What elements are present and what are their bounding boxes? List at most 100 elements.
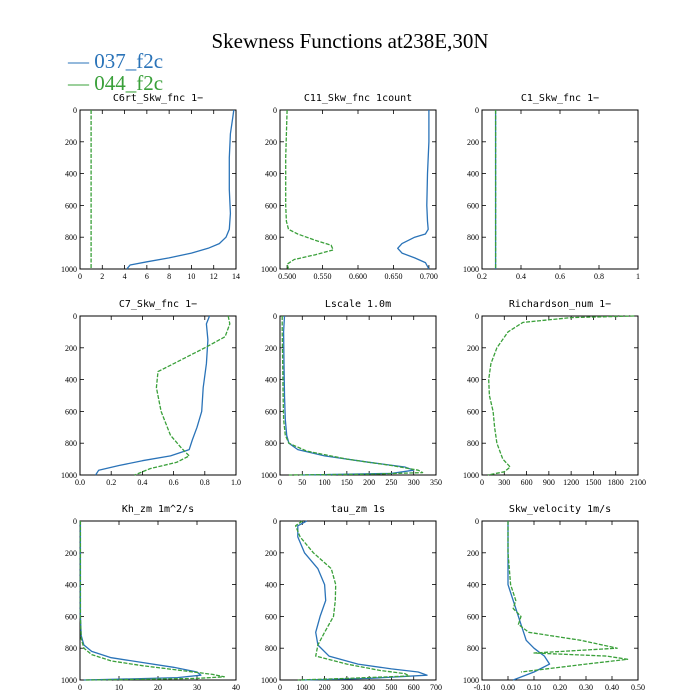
series-line-037_f2c: [397, 110, 430, 270]
y-tick-label: 1000: [261, 676, 277, 685]
x-tick-label: 10: [187, 272, 195, 281]
y-tick-label: 600: [65, 407, 77, 416]
x-tick-label: 30: [193, 683, 201, 692]
y-tick-label: 200: [265, 344, 277, 353]
y-tick-label: 200: [467, 138, 479, 147]
x-tick-label: 0.500: [278, 272, 296, 281]
x-tick-label: 0.4: [516, 272, 526, 281]
figure-title: Skewness Functions at238E,30N: [211, 29, 488, 53]
x-tick-label: 20: [154, 683, 162, 692]
series-line-044_f2c: [281, 316, 424, 476]
x-tick-label: 100: [319, 478, 331, 487]
x-tick-label: 2100: [630, 478, 646, 487]
x-tick-label: 200: [319, 683, 331, 692]
x-tick-label: 2: [100, 272, 104, 281]
y-tick-label: 600: [65, 201, 77, 210]
x-tick-label: 0: [278, 683, 282, 692]
x-tick-label: 700: [430, 683, 442, 692]
x-tick-label: 0.650: [384, 272, 402, 281]
y-tick-label: 1000: [261, 471, 277, 480]
series-line-037_f2c: [95, 315, 211, 476]
y-tick-label: 0: [73, 312, 77, 321]
x-tick-label: 0.6: [555, 272, 565, 281]
x-tick-label: 0.10: [527, 683, 541, 692]
x-tick-label: 0.550: [314, 272, 332, 281]
panel-title: tau_zm 1s: [331, 504, 385, 515]
x-tick-label: 100: [296, 683, 308, 692]
y-tick-label: 400: [265, 376, 277, 385]
series-line-044_f2c: [285, 109, 334, 270]
x-tick-label: 8: [167, 272, 171, 281]
panel-2: C11_Skw_fnc 1count 0.500 0.550 0.600 0.650 0.…: [261, 93, 438, 281]
y-tick-label: 0: [73, 517, 77, 526]
x-tick-label: 350: [430, 478, 442, 487]
series-line-044_f2c: [294, 520, 410, 681]
y-tick-label: 600: [467, 612, 479, 621]
x-tick-label: 400: [363, 683, 375, 692]
y-tick-label: 0: [475, 312, 479, 321]
y-tick-label: 0: [273, 517, 277, 526]
x-tick-label: 0.6: [169, 478, 179, 487]
y-tick-label: 400: [265, 170, 277, 179]
x-tick-label: 0.2: [477, 272, 487, 281]
y-tick-label: 1000: [463, 265, 479, 274]
x-tick-label: 1200: [563, 478, 579, 487]
y-tick-label: 200: [467, 344, 479, 353]
x-tick-label: 0.2: [106, 478, 116, 487]
x-tick-label: 0.20: [553, 683, 567, 692]
y-tick-label: 800: [467, 439, 479, 448]
panel-title: Lscale 1.0m: [325, 299, 391, 310]
panel-title: C11_Skw_fnc 1count: [304, 93, 412, 104]
panel-4: C7_Skw_fnc 1− 0.0 0.2 0.4 0.6 0.8 1.0 0 200 400 60…: [61, 299, 241, 487]
y-tick-label: 600: [65, 612, 77, 621]
y-tick-label: 600: [265, 407, 277, 416]
x-tick-label: 300: [408, 478, 420, 487]
panel-title: Skw_velocity 1m/s: [509, 504, 611, 515]
series-line-037_f2c: [297, 520, 428, 681]
plot-frame: [481, 315, 639, 476]
x-tick-label: 600: [408, 683, 420, 692]
panel-9: Skw_velocity 1m/s -0.10 0.00 0.10 0.20 0.30 0.…: [463, 504, 645, 692]
x-tick-label: 0: [78, 272, 82, 281]
y-tick-label: 0: [475, 517, 479, 526]
y-tick-label: 800: [65, 644, 77, 653]
y-tick-label: 200: [265, 549, 277, 558]
x-tick-label: 250: [385, 478, 397, 487]
y-tick-label: 1000: [463, 676, 479, 685]
y-tick-label: 1000: [261, 265, 277, 274]
y-tick-label: 200: [65, 344, 77, 353]
panel-grid: C6rt_Skw_fnc 1−0 2 4 6 8 10 12 1402004006008001…: [61, 93, 646, 692]
panel-title: C7_Skw_fnc 1−: [119, 299, 197, 310]
x-tick-label: 150: [341, 478, 353, 487]
plot-frame: [279, 520, 437, 681]
x-tick-label: 0.8: [200, 478, 210, 487]
y-tick-label: 600: [467, 201, 479, 210]
y-tick-label: 400: [265, 581, 277, 590]
x-tick-label: 1500: [585, 478, 601, 487]
y-tick-label: 1000: [61, 676, 77, 685]
y-tick-label: 800: [467, 233, 479, 242]
y-tick-label: 400: [467, 170, 479, 179]
y-tick-label: 600: [265, 612, 277, 621]
y-tick-label: 600: [467, 407, 479, 416]
x-tick-label: 0: [278, 478, 282, 487]
x-tick-label: 0: [78, 683, 82, 692]
series-line-044_f2c: [507, 521, 629, 673]
x-tick-label: 1.0: [231, 478, 241, 487]
y-tick-label: 0: [273, 312, 277, 321]
x-tick-label: 10: [115, 683, 123, 692]
y-tick-label: 600: [265, 201, 277, 210]
series-line-044_f2c: [134, 315, 231, 476]
series-line-037_f2c: [282, 315, 415, 476]
panel-title: Kh_zm 1m^2/s: [122, 504, 194, 515]
y-tick-label: 800: [65, 439, 77, 448]
x-tick-label: 0.00: [501, 683, 515, 692]
y-tick-label: 1000: [61, 265, 77, 274]
x-tick-label: 0.600: [349, 272, 367, 281]
x-tick-label: 500: [385, 683, 397, 692]
y-tick-label: 400: [65, 170, 77, 179]
x-tick-label: 50: [298, 478, 306, 487]
x-tick-label: 600: [521, 478, 533, 487]
plot-frame: [79, 109, 237, 270]
y-tick-label: 0: [273, 106, 277, 115]
